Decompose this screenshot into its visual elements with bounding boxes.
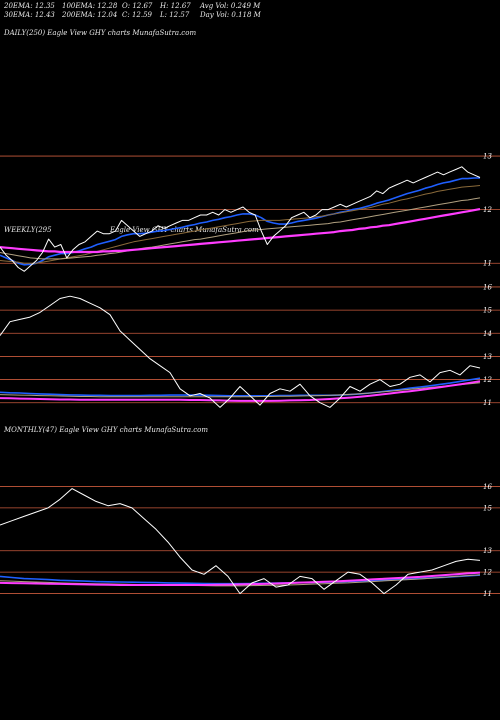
header-open: O: 12.67 — [122, 2, 153, 10]
daily-ema-line-1 — [0, 177, 480, 266]
weekly-tick-label-13: 13 — [483, 353, 492, 361]
monthly-panel: 11 12 13 15 16 — [0, 483, 500, 598]
daily-ema-line-2 — [0, 185, 481, 264]
daily-price-line — [0, 166, 481, 272]
header-close: C: 12.59 — [122, 11, 152, 19]
weekly-ema-line-1 — [0, 377, 481, 397]
weekly-panel-label: WEEKLY(295 — [4, 226, 52, 234]
daily-ema-line-3 — [0, 197, 481, 260]
header-low: L: 12.57 — [160, 11, 190, 19]
monthly-tick-label-12: 12 — [483, 569, 492, 577]
monthly-tick-label-16: 16 — [483, 483, 492, 491]
weekly-tick-label-12: 12 — [483, 376, 492, 384]
header-ema20: 20EMA: 12.35 — [4, 2, 55, 10]
daily-tick-label-11: 11 — [483, 260, 492, 268]
monthly-price-line — [0, 488, 481, 595]
weekly-ema-line-2 — [0, 382, 481, 398]
monthly-panel-label: MONTHLY(47) Eagle View GHY charts Munafa… — [4, 426, 208, 434]
weekly-price-line — [0, 295, 481, 408]
weekly-tick-label-15: 15 — [483, 307, 492, 315]
daily-panel: 11 12 13 — [0, 153, 500, 272]
weekly-watermark: Eagle View GHY charts MunafaSutra.com — [110, 226, 259, 234]
header-ema30: 30EMA: 12.43 — [4, 11, 55, 19]
weekly-tick-label-11: 11 — [483, 399, 492, 407]
header-high: H: 12.67 — [160, 2, 191, 10]
daily-tick-label-13: 13 — [483, 153, 492, 161]
daily-tick-label-12: 12 — [483, 206, 492, 214]
monthly-ema-line-3 — [0, 571, 481, 586]
weekly-ema-line-3 — [0, 380, 481, 402]
weekly-tick-label-16: 16 — [483, 283, 492, 291]
header-ema200: 200EMA: 12.04 — [62, 11, 118, 19]
weekly-panel: 11 12 13 14 15 16 — [0, 283, 500, 408]
daily-panel-label: DAILY(250) Eagle View GHY charts MunafaS… — [4, 29, 197, 37]
monthly-tick-label-11: 11 — [483, 590, 492, 598]
monthly-tick-label-15: 15 — [483, 504, 492, 512]
weekly-tick-label-14: 14 — [483, 330, 492, 338]
header-day-vol: Day Vol: 0.118 M — [200, 11, 261, 19]
header-ema100: 100EMA: 12.28 — [62, 2, 118, 10]
header-avg-vol: Avg Vol: 0.249 M — [200, 2, 261, 10]
daily-ema-line-4 — [0, 208, 481, 254]
monthly-tick-label-13: 13 — [483, 547, 492, 555]
